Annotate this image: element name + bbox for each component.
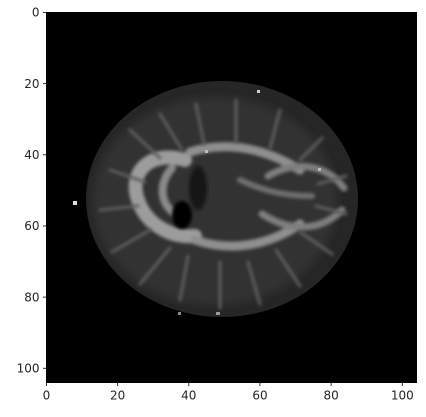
x-tick-label: 40 (181, 389, 196, 403)
y-tick-label: 100 (17, 361, 40, 375)
x-tick-label: 100 (391, 389, 414, 403)
y-axis: 0 20 40 60 80 100 (17, 6, 47, 375)
x-tick-label: 80 (323, 389, 338, 403)
y-tick-label: 80 (24, 290, 39, 304)
brain-slice-image (73, 81, 358, 317)
y-tick-label: 40 (24, 148, 39, 162)
x-tick-label: 60 (252, 389, 267, 403)
y-tick-label: 60 (24, 219, 39, 233)
axes-frame (46, 12, 417, 383)
x-tick-label: 0 (43, 389, 51, 403)
x-tick-label: 20 (110, 389, 125, 403)
x-axis: 0 20 40 60 80 100 (43, 382, 414, 403)
y-tick-label: 0 (32, 6, 40, 20)
y-tick-label: 20 (24, 77, 39, 91)
